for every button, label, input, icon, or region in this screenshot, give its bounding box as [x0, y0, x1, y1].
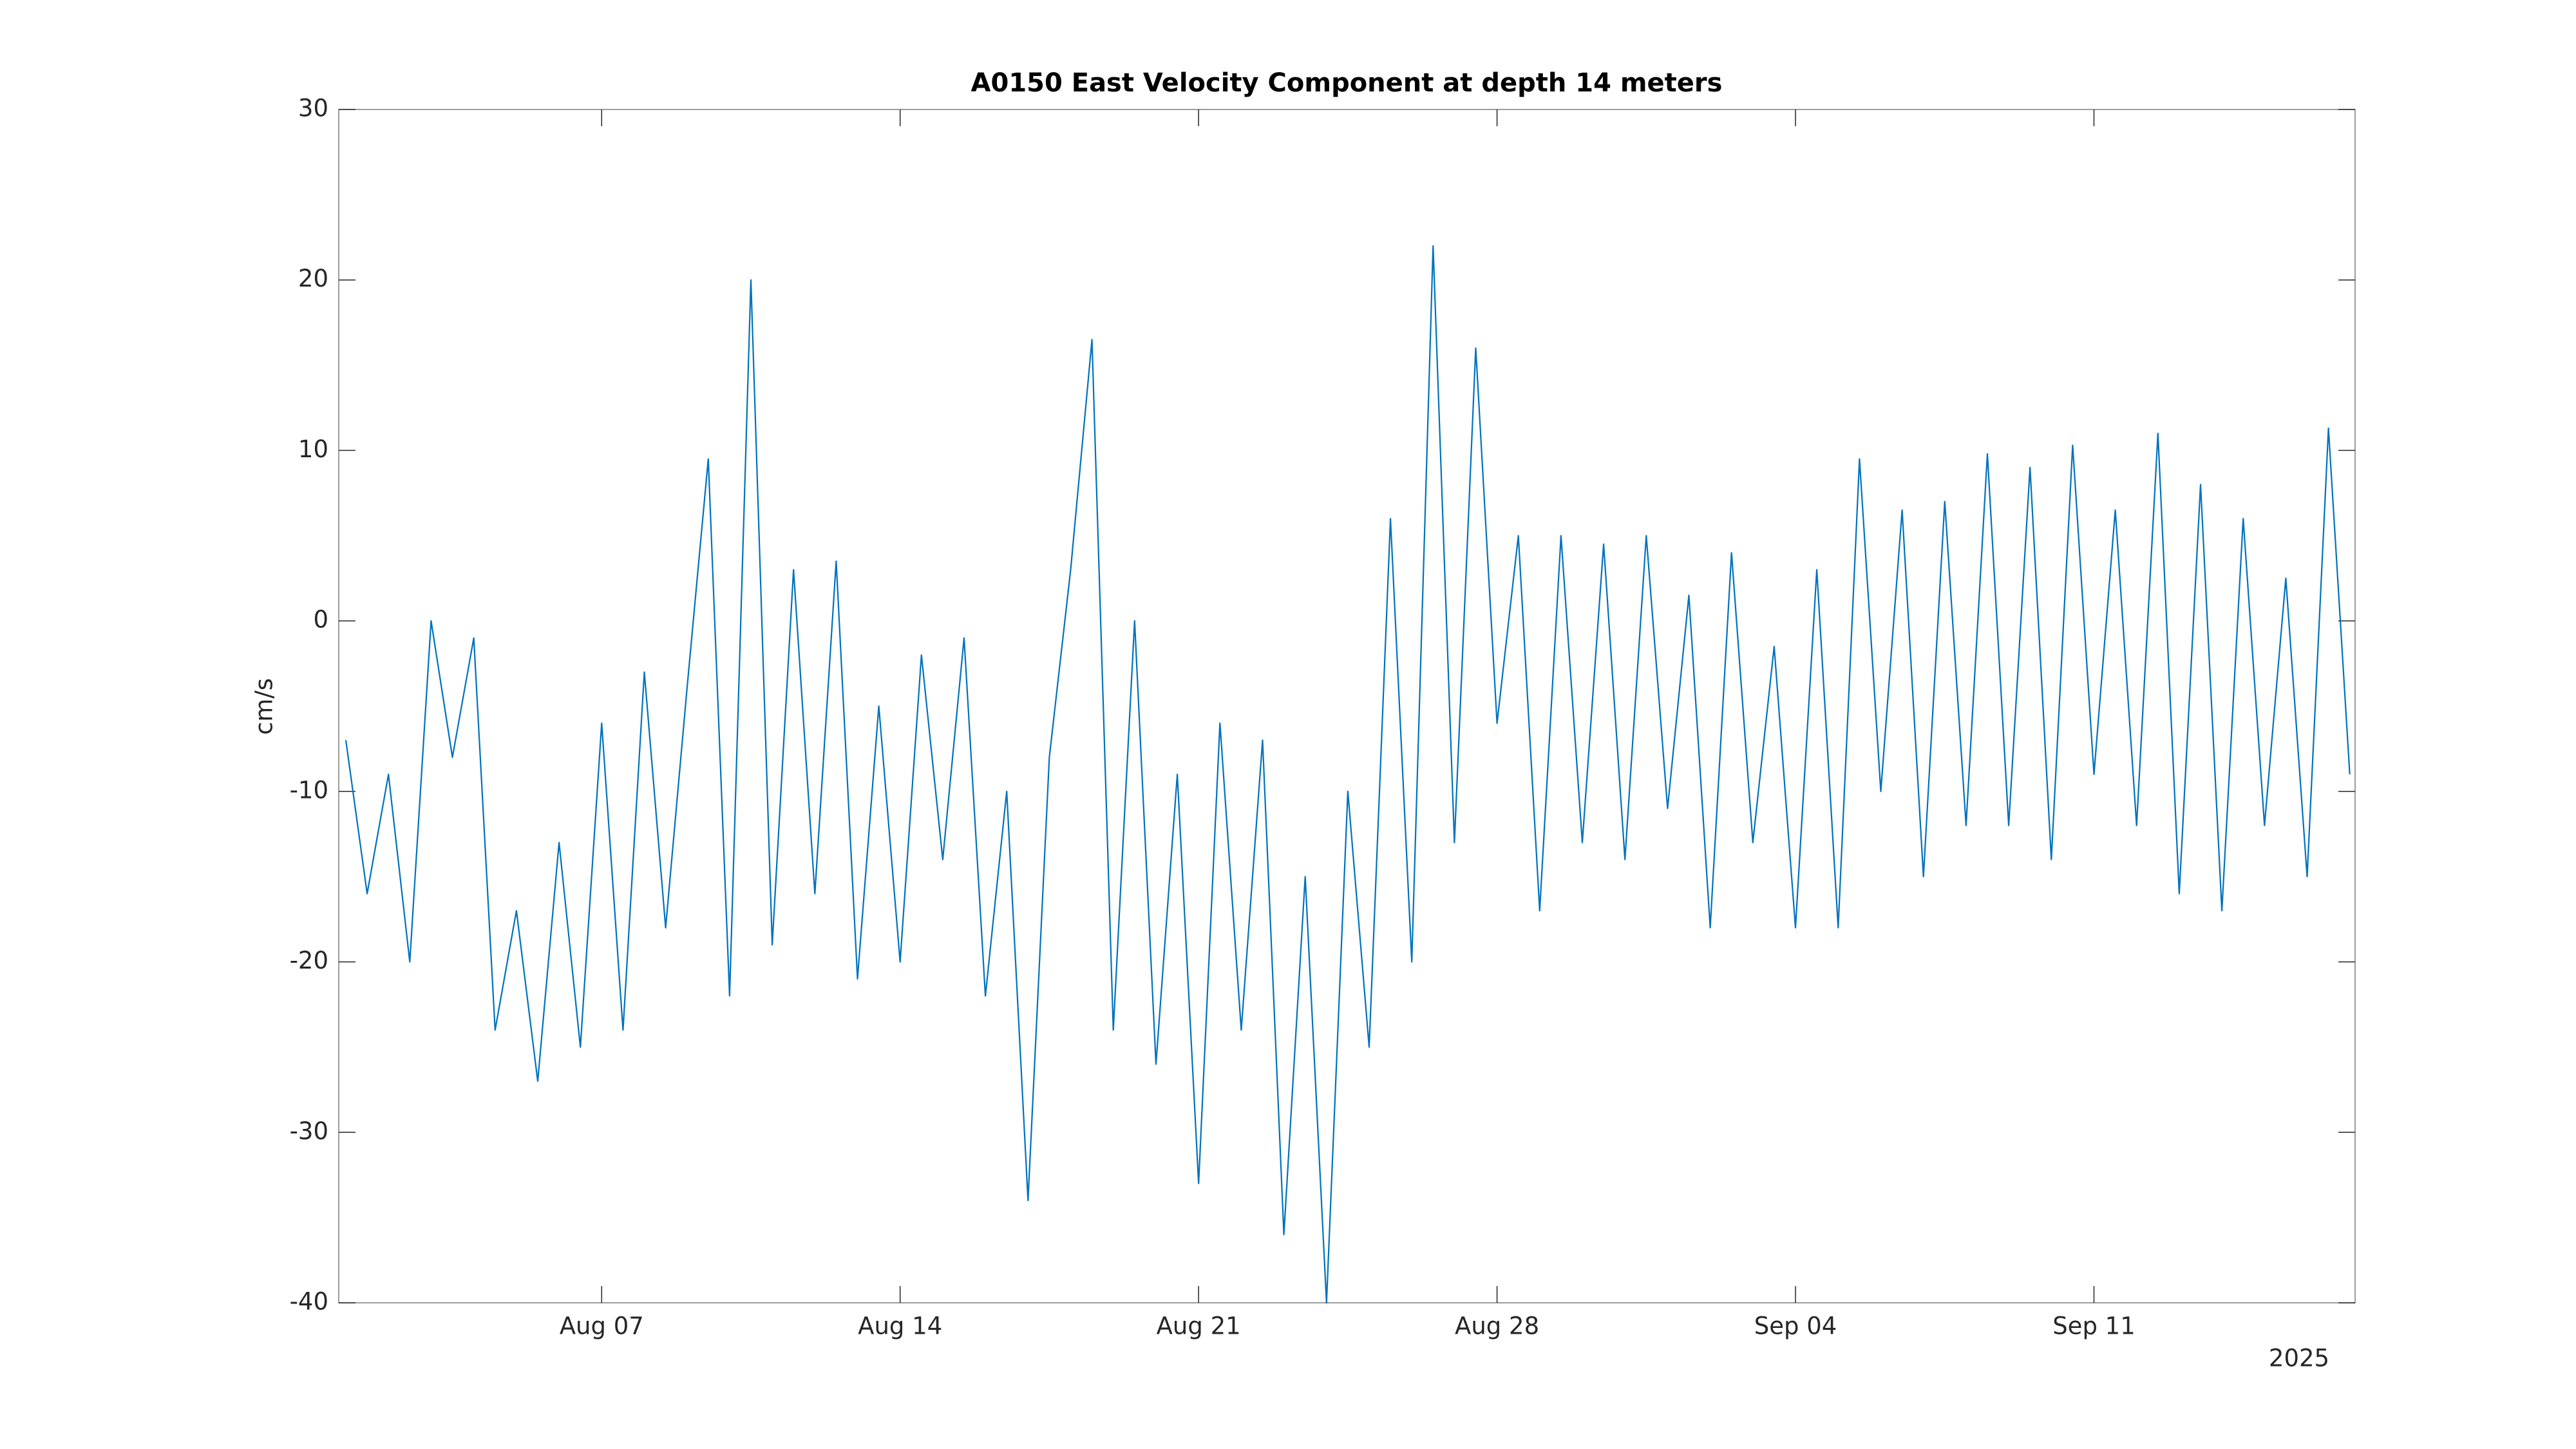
x-tick-label: Aug 28 [1455, 1312, 1539, 1340]
y-tick-label: 30 [298, 95, 328, 122]
x-tick-label: Aug 07 [560, 1312, 644, 1340]
y-tick-label: -20 [290, 947, 328, 974]
axes-box [338, 109, 2356, 1303]
data-line [345, 245, 2351, 1304]
y-tick-label: -10 [290, 776, 328, 804]
y-tick-label: -30 [290, 1117, 328, 1145]
x-tick-label: Sep 11 [2052, 1312, 2136, 1340]
x-year-label: 2025 [2269, 1345, 2329, 1372]
chart-title: A0150 East Velocity Component at depth 1… [971, 68, 1723, 98]
x-tick-label: Sep 04 [1754, 1312, 1837, 1340]
y-tick-label: -40 [290, 1288, 328, 1316]
y-tick-label: 10 [298, 435, 328, 463]
y-tick-label: 0 [313, 606, 328, 634]
x-tick-label: Aug 21 [1157, 1312, 1241, 1340]
y-axis-label: cm/s [251, 678, 278, 735]
y-tick-label: 20 [298, 265, 328, 292]
x-tick-label: Aug 14 [858, 1312, 942, 1340]
